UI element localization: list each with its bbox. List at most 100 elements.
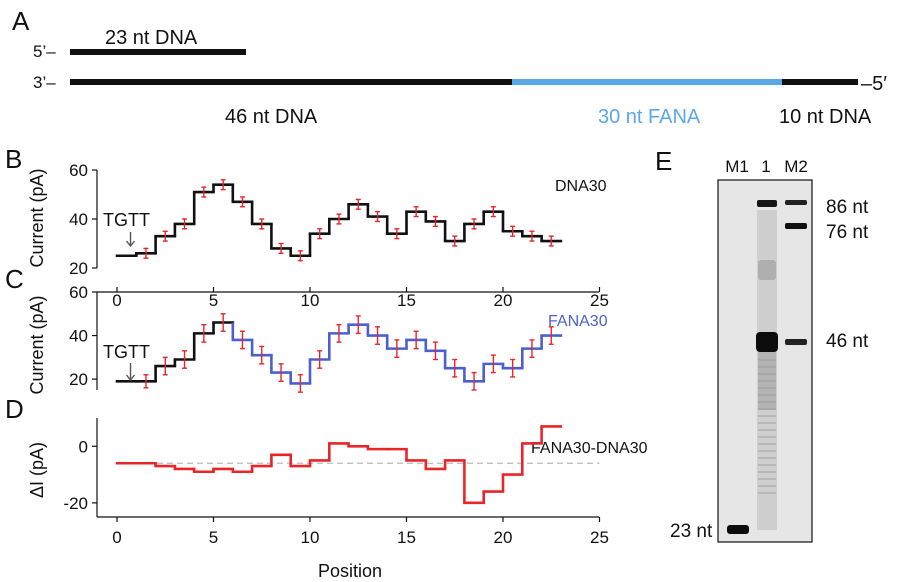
panel-c-error-bar <box>182 350 188 369</box>
panel-c-ytick-label: 40 <box>69 327 88 346</box>
panel-e-letter: E <box>655 146 672 176</box>
panel-b-error-bar <box>239 196 245 208</box>
panel-b-error-bar <box>432 215 438 228</box>
panel-d-ytick-label: 0 <box>79 437 88 456</box>
panel-c-error-bar <box>239 330 245 350</box>
marker-label-76nt: 76 nt <box>826 222 869 243</box>
marker-label-46nt: 46 nt <box>826 331 869 352</box>
panel-c-ylabel: Current (pA) <box>27 295 47 394</box>
panel-b-error-bar <box>548 235 554 247</box>
marker-label-86nt: 86 nt <box>826 197 869 218</box>
panel-d-ylabel: ΔI (pA) <box>27 442 47 498</box>
gel-band-m1-23nt <box>727 525 749 534</box>
bottom-strand-start-label: 3’– <box>33 73 56 92</box>
panel-d-xtick-label: 25 <box>590 528 609 547</box>
gel-ladder-smear <box>758 350 776 410</box>
panel-d-xtick-label: 10 <box>301 528 320 547</box>
panel-c-error-bar <box>259 345 265 365</box>
panel-c-error-bar <box>432 341 438 361</box>
panel-c-error-bar <box>278 363 284 382</box>
gel-band-m2-76nt <box>785 223 807 229</box>
segment-label-46nt-dna: 46 nt DNA <box>225 106 318 128</box>
panel-d-ytick-label: -20 <box>63 494 88 513</box>
panel-b-error-bar <box>336 213 342 225</box>
top-strand-end-label: 5’– <box>33 42 56 61</box>
panel-c-error-bar <box>490 354 496 374</box>
panel-c-error-bar <box>452 358 458 378</box>
panel-d-xtick-label: 15 <box>397 528 416 547</box>
panel-b-chart: Current (pA) DNA30 TGTT 20 40 60 <box>27 161 607 278</box>
segment-label-10nt-dna: 10 nt DNA <box>779 106 872 128</box>
panel-c-tgtt-arrow-icon <box>125 363 136 382</box>
panel-b-ytick-label: 20 <box>69 259 88 278</box>
panel-c-error-bar <box>375 326 381 345</box>
panel-b-error-bar <box>452 235 458 247</box>
panel-b-error-bar <box>220 179 226 191</box>
panel-b-tgtt-arrow-icon <box>125 232 136 248</box>
gel-band-lane1-main <box>756 332 778 352</box>
panel-c-error-bar <box>297 374 303 393</box>
panel-b-error-bar <box>182 218 188 230</box>
gel-faint-band <box>758 260 776 280</box>
panel-b-letter: B <box>5 144 22 174</box>
panel-b-error-bar <box>259 218 265 230</box>
panel-d-series-label: FANA30-DNA30 <box>531 440 648 457</box>
panel-b-error-bar <box>394 228 400 240</box>
lane-label-1: 1 <box>761 157 770 176</box>
panel-b-error-bar <box>355 198 361 210</box>
gel-band-m2-46nt <box>785 339 807 345</box>
panel-b-ytick-label: 60 <box>69 161 88 180</box>
panel-c-xtick-label: 15 <box>397 291 416 310</box>
panel-c-xtick-label: 10 <box>301 291 320 310</box>
panel-b-error-bar <box>375 210 381 223</box>
bottom-strand-end-label: –5′ <box>861 73 887 95</box>
panel-c-error-bar <box>471 371 477 391</box>
panel-d-chart: ΔI (pA) FANA30-DNA30 Position -20 0 0 5 10 15… <box>27 418 648 581</box>
panel-c-error-bar <box>220 313 226 332</box>
segment-label-30nt-fana: 30 nt FANA <box>598 106 701 128</box>
panel-b-error-bar <box>471 218 477 230</box>
panel-c-letter: C <box>5 264 24 294</box>
panel-c-error-bar <box>336 323 342 343</box>
panel-c-ytick-label: 60 <box>69 283 88 302</box>
panel-c-xtick-label: 25 <box>590 291 609 310</box>
panel-d-xtick-label: 0 <box>112 528 121 547</box>
panel-c-ytick-label: 20 <box>69 370 88 389</box>
lane-label-m1: M1 <box>725 157 749 176</box>
panel-c-error-bar <box>162 356 168 376</box>
panel-c-error-bar <box>510 358 516 378</box>
panel-c-series-label: FANA30 <box>548 313 608 330</box>
panel-c-error-bar <box>355 315 361 335</box>
panel-b-error-bar <box>162 230 168 242</box>
panel-b-error-bar <box>413 206 419 218</box>
panel-b-error-bar <box>278 242 284 255</box>
panel-d-xtick-label: 5 <box>209 528 218 547</box>
panel-c-error-bar <box>143 374 149 389</box>
panel-d-xtick-label: 20 <box>494 528 513 547</box>
panel-a-letter: A <box>12 6 30 36</box>
panel-b-error-bar <box>201 186 207 198</box>
panel-b-annotation: TGTT <box>103 210 150 230</box>
panel-c-chart: Current (pA) FANA30 TGTT 20 40 60 0 5 10 15 20 2… <box>27 283 609 395</box>
panel-b-series-label: DNA30 <box>555 178 607 195</box>
panel-b-error-bar <box>490 206 496 218</box>
panel-c-xtick-label: 5 <box>209 291 218 310</box>
marker-label-23nt: 23 nt <box>670 521 713 542</box>
gel-band-lane1-86nt <box>757 200 777 207</box>
panel-c-error-bar <box>548 326 554 345</box>
gel-band-m2-86nt <box>785 200 807 205</box>
panel-b-ytick-label: 40 <box>69 210 88 229</box>
panel-d-xlabel: Position <box>318 561 382 581</box>
panel-b-error-bar <box>143 247 149 259</box>
panel-c-xtick-label: 0 <box>112 291 121 310</box>
panel-c-xtick-label: 20 <box>494 291 513 310</box>
panel-b-error-bar <box>510 225 516 237</box>
panel-c-error-bar <box>394 339 400 359</box>
panel-b-error-bar <box>317 228 323 240</box>
panel-c-error-bar <box>317 350 323 369</box>
panel-b-error-bar <box>297 250 303 262</box>
panel-c-error-bar <box>413 330 419 350</box>
top-strand-label: 23 nt DNA <box>105 27 198 49</box>
panel-b-error-bar <box>529 230 535 242</box>
